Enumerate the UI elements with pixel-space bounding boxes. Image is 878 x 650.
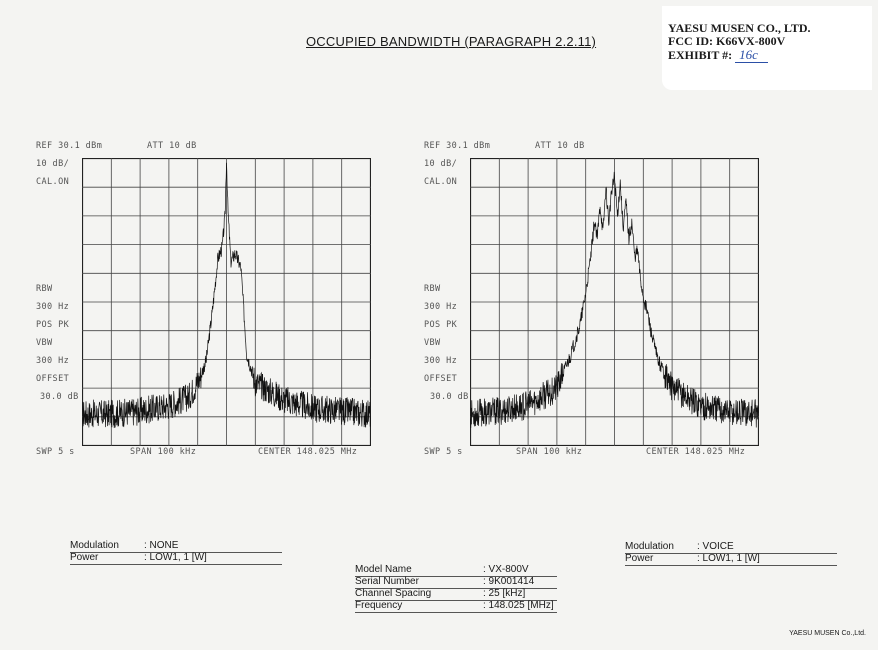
- underline: [70, 552, 282, 553]
- span: SPAN 100 kHz: [130, 447, 197, 457]
- vbw-value: 300 Hz: [424, 356, 458, 366]
- footer-company: YAESU MUSEN Co.,Ltd.: [789, 630, 866, 637]
- company-label: YAESU MUSEN CO., LTD. FCC ID: K66VX-800V…: [662, 6, 872, 90]
- modulation-value: : NONE: [144, 540, 179, 551]
- ref-level: REF 30.1 dBm: [424, 141, 491, 151]
- model-name-value: : VX-800V: [483, 564, 529, 575]
- company-name: YAESU MUSEN CO., LTD.: [668, 21, 811, 35]
- modulation-value: : VOICE: [697, 541, 734, 552]
- underline: [355, 588, 557, 589]
- underline: [355, 600, 557, 601]
- detector: POS PK: [424, 320, 458, 330]
- power-label: Power: [625, 553, 654, 564]
- scale: 10 dB/: [424, 159, 458, 169]
- spectrum-trace: [82, 162, 371, 428]
- channel-spacing-value: : 25 [kHz]: [483, 588, 526, 599]
- modulation-label: Modulation: [70, 540, 119, 551]
- offset-label: OFFSET: [36, 374, 70, 384]
- spectrum-plot-left: [82, 158, 371, 446]
- sweep-time: SWP 5 s: [36, 447, 75, 457]
- underline: [355, 576, 557, 577]
- offset-value: 30.0 dB: [40, 392, 79, 402]
- center-frequency: CENTER 148.025 MHz: [646, 447, 746, 457]
- vbw-value: 300 Hz: [36, 356, 70, 366]
- vbw-label: VBW: [424, 338, 441, 348]
- page-title: OCCUPIED BANDWIDTH (PARAGRAPH 2.2.11): [306, 34, 597, 49]
- power-value: : LOW1, 1 [W]: [144, 552, 207, 563]
- detector: POS PK: [36, 320, 70, 330]
- fcc-id: FCC ID: K66VX-800V: [668, 34, 786, 48]
- center-frequency: CENTER 148.025 MHz: [258, 447, 358, 457]
- attenuation: ATT 10 dB: [147, 141, 197, 151]
- spectrum-trace: [470, 171, 759, 428]
- model-name-label: Model Name: [355, 564, 412, 575]
- serial-value: : 9K001414: [483, 576, 535, 587]
- exhibit-line: EXHIBIT #: 16c: [668, 47, 768, 63]
- channel-spacing-label: Channel Spacing: [355, 588, 432, 599]
- span: SPAN 100 kHz: [516, 447, 583, 457]
- rbw-value: 300 Hz: [36, 302, 70, 312]
- scale: 10 dB/: [36, 159, 70, 169]
- sweep-time: SWP 5 s: [424, 447, 463, 457]
- frequency-label: Frequency: [355, 600, 403, 611]
- power-label: Power: [70, 552, 99, 563]
- cal-status: CAL.ON: [424, 177, 458, 187]
- frequency-value: : 148.025 [MHz]: [483, 600, 554, 611]
- rbw-value: 300 Hz: [424, 302, 458, 312]
- rbw-label: RBW: [36, 284, 53, 294]
- underline: [625, 553, 837, 554]
- modulation-label: Modulation: [625, 541, 674, 552]
- underline: [70, 564, 282, 565]
- offset-label: OFFSET: [424, 374, 458, 384]
- power-value: : LOW1, 1 [W]: [697, 553, 760, 564]
- exhibit-handwritten-value: 16c: [735, 47, 768, 63]
- serial-label: Serial Number: [355, 576, 419, 587]
- underline: [625, 565, 837, 566]
- spectrum-plot-right: [470, 158, 759, 446]
- offset-value: 30.0 dB: [430, 392, 469, 402]
- vbw-label: VBW: [36, 338, 53, 348]
- attenuation: ATT 10 dB: [535, 141, 585, 151]
- ref-level: REF 30.1 dBm: [36, 141, 103, 151]
- rbw-label: RBW: [424, 284, 441, 294]
- cal-status: CAL.ON: [36, 177, 70, 187]
- underline: [355, 612, 557, 613]
- exhibit-prefix: EXHIBIT #:: [668, 48, 733, 62]
